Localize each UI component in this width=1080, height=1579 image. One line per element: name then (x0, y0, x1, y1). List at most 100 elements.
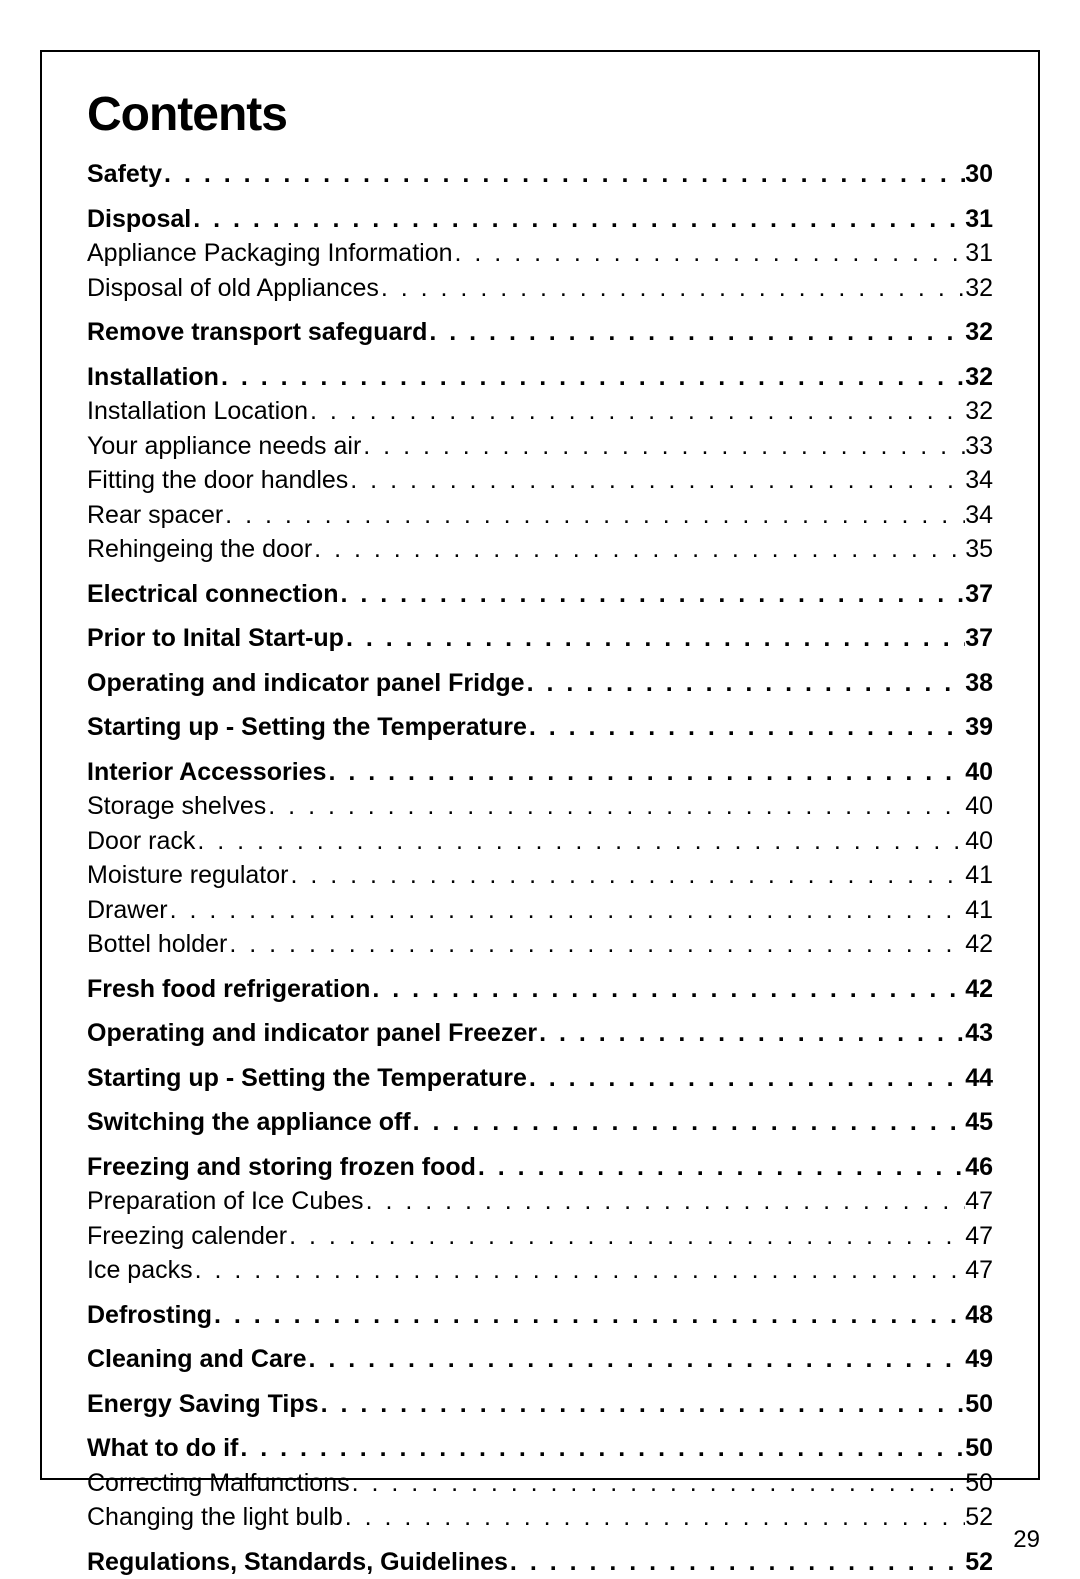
toc-entry: Electrical connection . . . . . . . . . … (87, 578, 993, 611)
toc-label: Cleaning and Care (87, 1343, 307, 1376)
toc-leader-dots: . . . . . . . . . . . . . . . . . . . . … (348, 464, 965, 497)
toc-entry: Fresh food refrigeration . . . . . . . .… (87, 973, 993, 1006)
section-gap (87, 1052, 993, 1062)
toc-label: Your appliance needs air (87, 430, 361, 463)
toc-page-number: 31 (965, 237, 993, 270)
toc-entry: Your appliance needs air . . . . . . . .… (87, 430, 993, 463)
toc-entry: Regulations, Standards, Guidelines . . .… (87, 1546, 993, 1579)
toc-label: Regulations, Standards, Guidelines (87, 1546, 508, 1579)
toc-label: Appliance Packaging Information (87, 237, 453, 270)
toc-label: Disposal of old Appliances (87, 272, 379, 305)
toc-entry: Switching the appliance off . . . . . . … (87, 1106, 993, 1139)
toc-page-number: 40 (965, 825, 993, 858)
toc-label: Fresh food refrigeration (87, 973, 370, 1006)
section-gap (87, 1141, 993, 1151)
toc-page-number: 42 (965, 928, 993, 961)
toc-leader-dots: . . . . . . . . . . . . . . . . . . . . … (307, 1343, 966, 1376)
toc-label: Electrical connection (87, 578, 338, 611)
section-gap (87, 1378, 993, 1388)
toc-page-number: 32 (965, 316, 993, 349)
toc-entry: Door rack . . . . . . . . . . . . . . . … (87, 825, 993, 858)
toc-leader-dots: . . . . . . . . . . . . . . . . . . . . … (338, 578, 965, 611)
toc-label: Installation (87, 361, 219, 394)
toc-entry: Starting up - Setting the Temperature . … (87, 711, 993, 744)
toc-page-number: 32 (965, 395, 993, 428)
section-gap (87, 1422, 993, 1432)
toc-entry: Rear spacer . . . . . . . . . . . . . . … (87, 499, 993, 532)
toc-label: Starting up - Setting the Temperature (87, 711, 527, 744)
toc-leader-dots: . . . . . . . . . . . . . . . . . . . . … (238, 1432, 965, 1465)
toc-page-number: 35 (965, 533, 993, 566)
toc-leader-dots: . . . . . . . . . . . . . . . . . . . . … (193, 1254, 966, 1287)
toc-label: Interior Accessories (87, 756, 326, 789)
toc-entry: Safety . . . . . . . . . . . . . . . . .… (87, 158, 993, 191)
toc-label: Storage shelves (87, 790, 266, 823)
toc-label: Installation Location (87, 395, 308, 428)
toc-page-number: 30 (965, 158, 993, 191)
toc-page-number: 47 (965, 1185, 993, 1218)
toc-page-number: 49 (965, 1343, 993, 1376)
toc-leader-dots: . . . . . . . . . . . . . . . . . . . . … (527, 1062, 965, 1095)
toc-leader-dots: . . . . . . . . . . . . . . . . . . . . … (227, 928, 965, 961)
toc-label: Door rack (87, 825, 195, 858)
toc-leader-dots: . . . . . . . . . . . . . . . . . . . . … (326, 756, 965, 789)
section-gap (87, 1289, 993, 1299)
toc-page-number: 37 (965, 578, 993, 611)
toc-entry: Remove transport safeguard . . . . . . .… (87, 316, 993, 349)
toc-page-number: 40 (965, 756, 993, 789)
toc-leader-dots: . . . . . . . . . . . . . . . . . . . . … (344, 622, 965, 655)
toc-entry: Operating and indicator panel Freezer . … (87, 1017, 993, 1050)
toc-page-number: 50 (965, 1432, 993, 1465)
toc-page-number: 42 (965, 973, 993, 1006)
section-gap (87, 612, 993, 622)
toc-page-number: 50 (965, 1388, 993, 1421)
toc-leader-dots: . . . . . . . . . . . . . . . . . . . . … (525, 667, 966, 700)
page-frame: Contents Safety . . . . . . . . . . . . … (40, 50, 1040, 1480)
toc-page-number: 40 (965, 790, 993, 823)
toc-entry: Appliance Packaging Information . . . . … (87, 237, 993, 270)
toc-entry: Moisture regulator . . . . . . . . . . .… (87, 859, 993, 892)
toc-leader-dots: . . . . . . . . . . . . . . . . . . . . … (195, 825, 965, 858)
toc-page-number: 52 (965, 1546, 993, 1579)
toc-label: Preparation of Ice Cubes (87, 1185, 364, 1218)
toc-page-number: 31 (965, 203, 993, 236)
toc-leader-dots: . . . . . . . . . . . . . . . . . . . . … (191, 203, 965, 236)
toc-page-number: 34 (965, 464, 993, 497)
toc-entry: Storage shelves . . . . . . . . . . . . … (87, 790, 993, 823)
toc-entry: Bottel holder . . . . . . . . . . . . . … (87, 928, 993, 961)
toc-leader-dots: . . . . . . . . . . . . . . . . . . . . … (308, 395, 965, 428)
section-gap (87, 746, 993, 756)
toc-page-number: 44 (965, 1062, 993, 1095)
toc-leader-dots: . . . . . . . . . . . . . . . . . . . . … (453, 237, 966, 270)
toc-entry: Cleaning and Care . . . . . . . . . . . … (87, 1343, 993, 1376)
toc-label: Safety (87, 158, 162, 191)
page-number: 29 (1013, 1526, 1040, 1554)
toc-page-number: 41 (965, 894, 993, 927)
toc-entry: Correcting Malfunctions . . . . . . . . … (87, 1467, 993, 1500)
section-gap (87, 306, 993, 316)
toc-entry: Energy Saving Tips . . . . . . . . . . .… (87, 1388, 993, 1421)
section-gap (87, 1096, 993, 1106)
toc-page-number: 33 (965, 430, 993, 463)
toc-page-number: 43 (965, 1017, 993, 1050)
toc-entry: What to do if . . . . . . . . . . . . . … (87, 1432, 993, 1465)
toc-entry: Interior Accessories . . . . . . . . . .… (87, 756, 993, 789)
toc-label: Rear spacer (87, 499, 223, 532)
toc-entry: Installation Location . . . . . . . . . … (87, 395, 993, 428)
toc-page-number: 47 (965, 1220, 993, 1253)
toc-label: Drawer (87, 894, 168, 927)
toc-leader-dots: . . . . . . . . . . . . . . . . . . . . … (312, 533, 965, 566)
toc-page-number: 50 (965, 1467, 993, 1500)
toc-leader-dots: . . . . . . . . . . . . . . . . . . . . … (212, 1299, 965, 1332)
toc-entry: Operating and indicator panel Fridge . .… (87, 667, 993, 700)
toc-label: Prior to Inital Start-up (87, 622, 344, 655)
toc-leader-dots: . . . . . . . . . . . . . . . . . . . . … (287, 1220, 965, 1253)
toc-page-number: 47 (965, 1254, 993, 1287)
toc-leader-dots: . . . . . . . . . . . . . . . . . . . . … (219, 361, 965, 394)
toc-leader-dots: . . . . . . . . . . . . . . . . . . . . … (508, 1546, 965, 1579)
toc-label: What to do if (87, 1432, 238, 1465)
toc-label: Remove transport safeguard (87, 316, 427, 349)
section-gap (87, 1536, 993, 1546)
section-gap (87, 963, 993, 973)
toc-label: Ice packs (87, 1254, 193, 1287)
